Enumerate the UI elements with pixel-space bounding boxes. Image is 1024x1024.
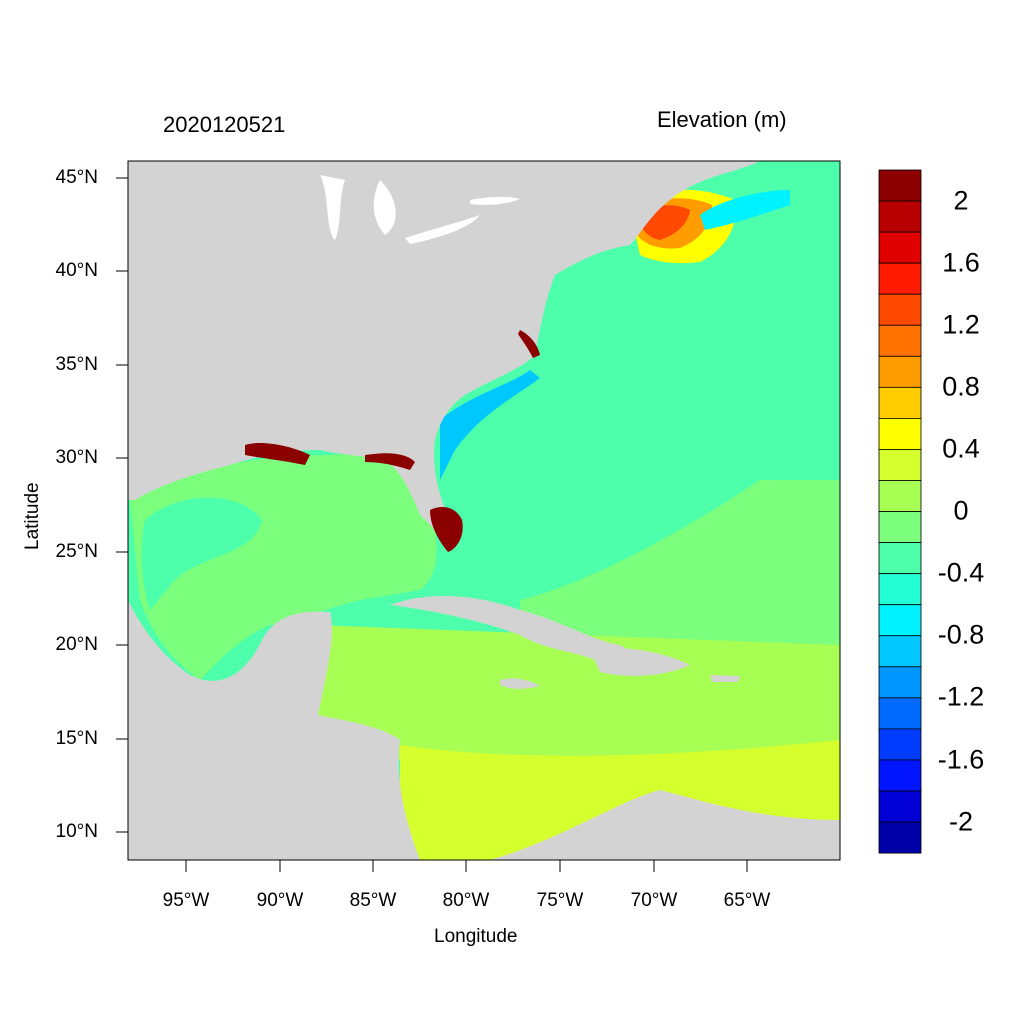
lat-tick-label: 45°N xyxy=(55,167,98,188)
colorbar-swatch xyxy=(878,728,922,761)
colorbar-tick-label: 2 xyxy=(953,185,969,216)
colorbar-swatch xyxy=(878,355,922,388)
louisiana-inundation xyxy=(245,443,310,465)
lake-erie xyxy=(405,215,480,244)
lon-tick-label: 75°W xyxy=(536,890,584,911)
colorbar-tick-label: -0.8 xyxy=(937,619,985,650)
colorbar-swatch xyxy=(878,417,922,450)
colorbar-tick-label: -1.6 xyxy=(937,744,985,775)
lon-tick-label: 95°W xyxy=(162,890,210,911)
colorbar-swatch xyxy=(878,231,922,264)
colorbar-swatch xyxy=(878,324,922,357)
lat-tick-label: 40°N xyxy=(55,260,98,281)
lat-tick-label: 10°N xyxy=(55,821,98,842)
colorbar-swatch xyxy=(878,511,922,543)
lat-tick-label: 20°N xyxy=(55,634,98,655)
colorbar-tick-label: -1.2 xyxy=(937,681,985,712)
colorbar-tick-label: 0.4 xyxy=(942,433,980,464)
lon-tick-label: 70°W xyxy=(630,890,678,911)
nova-scotia-low xyxy=(700,190,790,230)
colorbar-swatch xyxy=(878,480,922,512)
florida-panhandle-inundation xyxy=(365,453,415,470)
colorbar-swatch xyxy=(878,293,922,326)
lon-tick-label: 90°W xyxy=(256,890,304,911)
central-america-land xyxy=(128,600,420,860)
hispaniola-island xyxy=(590,648,690,676)
lake-huron xyxy=(373,180,396,235)
north-america-land xyxy=(128,161,760,550)
x-axis-title: Longitude xyxy=(434,926,518,947)
south-america-land xyxy=(490,790,840,860)
lon-tick-marks xyxy=(185,860,748,872)
lon-tick-label: 80°W xyxy=(442,890,490,911)
puerto-rico-island xyxy=(710,675,740,682)
colorbar-swatch xyxy=(878,542,922,575)
lat-tick-label: 35°N xyxy=(55,354,98,375)
carolina-inundation xyxy=(518,330,540,358)
map-plot xyxy=(128,161,840,860)
time-label: 2020120521 xyxy=(163,112,286,137)
colorbar-tick-label: 0.8 xyxy=(942,371,980,402)
colorbar-swatch xyxy=(878,449,922,481)
jamaica-island xyxy=(500,678,540,689)
colorbar-swatch xyxy=(878,759,922,792)
colorbar-tick-label: 0 xyxy=(953,495,969,526)
colorbar-swatch xyxy=(878,386,922,419)
colorbar-swatch xyxy=(878,821,922,854)
gulf-west-field xyxy=(141,497,262,610)
colorbar-swatch xyxy=(878,666,922,699)
colorbar-tick-label: -0.4 xyxy=(937,557,985,588)
y-axis-title: Latitude xyxy=(22,482,43,550)
colorbar-tick-label: 1.2 xyxy=(942,309,980,340)
lon-tick-label: 65°W xyxy=(723,890,771,911)
colorbar-tick-label: 1.6 xyxy=(942,247,980,278)
colorbar-swatch xyxy=(878,604,922,637)
cuba-island xyxy=(390,595,629,662)
lake-ontario xyxy=(470,196,520,205)
southeast-coast-low xyxy=(440,370,540,480)
plot-frame xyxy=(127,160,841,861)
colorbar xyxy=(878,169,922,854)
lon-tick-label: 85°W xyxy=(349,890,397,911)
lake-michigan xyxy=(320,175,345,240)
lat-tick-label: 25°N xyxy=(55,541,98,562)
colorbar-swatch xyxy=(878,635,922,668)
florida-inundation xyxy=(430,507,463,552)
field-label: Elevation (m) xyxy=(657,107,787,132)
colorbar-swatch xyxy=(878,169,922,202)
colorbar-swatch xyxy=(878,790,922,823)
colorbar-swatch xyxy=(878,262,922,295)
colorbar-swatch xyxy=(878,200,922,233)
lat-tick-marks xyxy=(116,177,128,833)
colorbar-swatch xyxy=(878,697,922,730)
colorbar-swatch xyxy=(878,573,922,606)
colorbar-tick-label: -2 xyxy=(948,806,973,837)
lat-tick-label: 30°N xyxy=(55,447,98,468)
lat-tick-label: 15°N xyxy=(55,728,98,749)
